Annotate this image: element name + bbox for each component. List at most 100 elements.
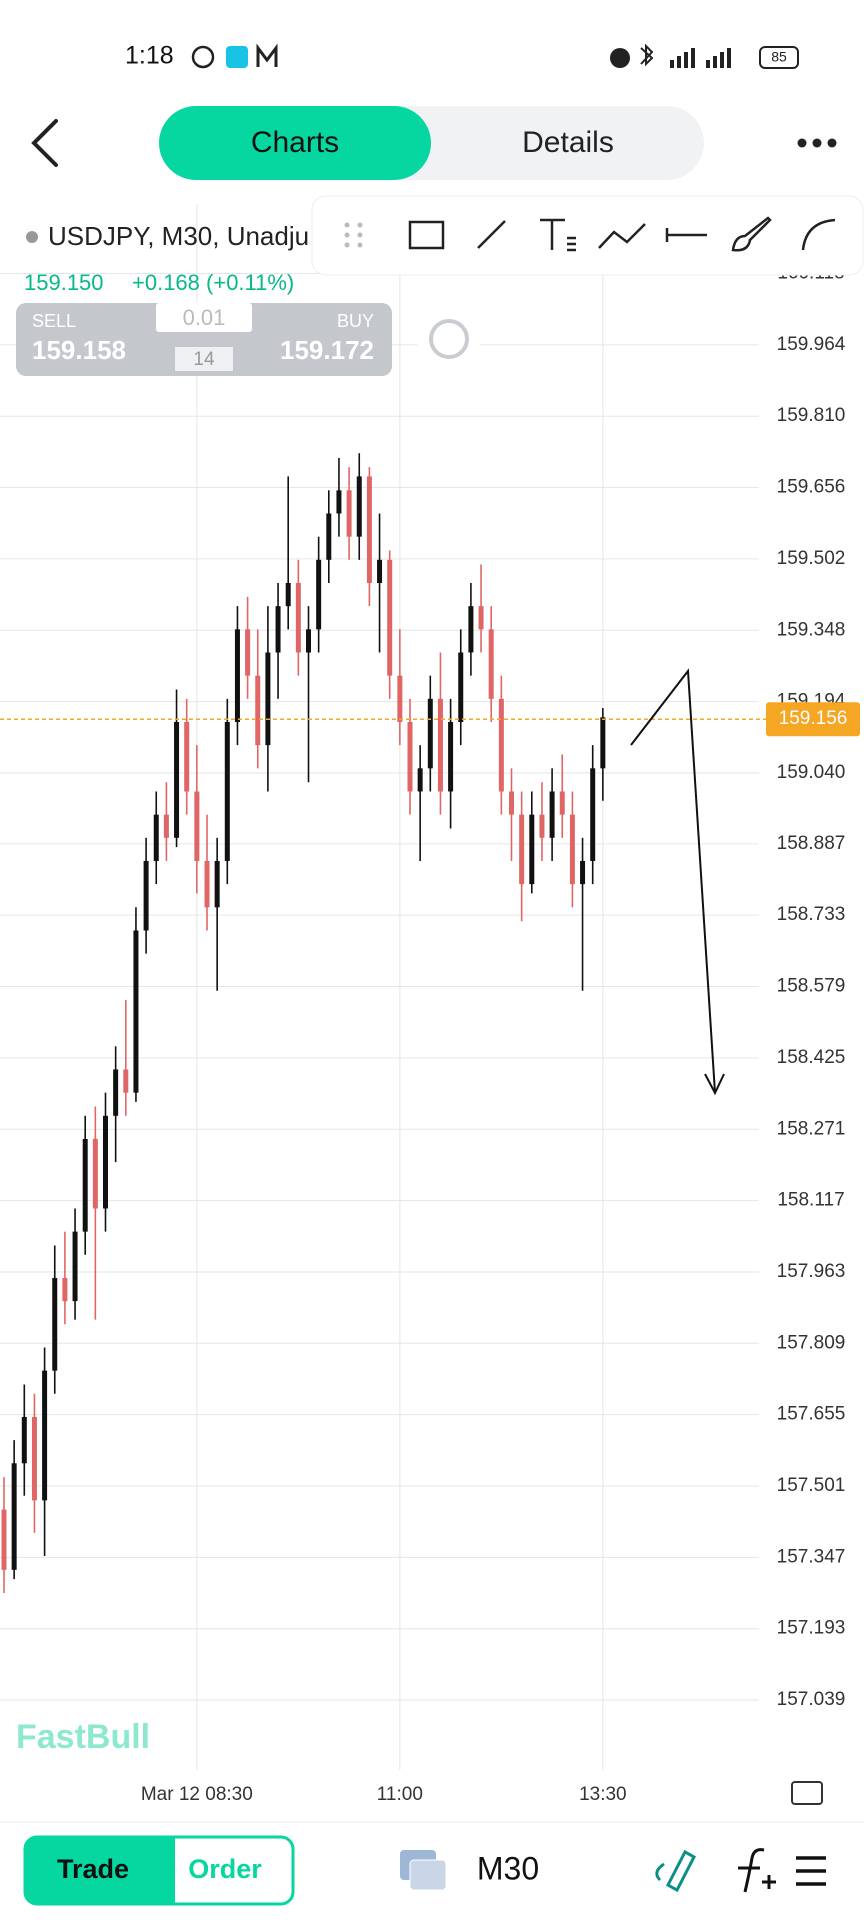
candle-body: [103, 1115, 108, 1209]
candle-body: [123, 1069, 129, 1093]
candle-body: [275, 606, 281, 653]
text-tool[interactable]: [540, 218, 576, 252]
y-tick-label: 159.810: [777, 405, 846, 426]
more-button[interactable]: [797, 138, 837, 148]
y-tick-label: 159.964: [777, 334, 846, 355]
candle-body: [580, 860, 586, 885]
candle-body: [52, 1277, 58, 1371]
candle-body: [448, 721, 454, 792]
tab-active[interactable]: [159, 106, 431, 180]
trade-active[interactable]: [25, 1837, 175, 1904]
candle-body: [417, 768, 423, 792]
arc-tool[interactable]: [801, 218, 836, 251]
rect-tool[interactable]: [408, 220, 445, 250]
candle-body: [346, 490, 352, 537]
candle-body: [163, 814, 169, 838]
y-tick-label: 159.502: [777, 548, 846, 569]
y-tick-label: 158.117: [777, 1190, 844, 1211]
y-tick-label: 157.501: [777, 1475, 846, 1496]
candle-body: [82, 1138, 88, 1232]
last-price: 159.150: [24, 270, 104, 295]
drawing-toolbar: [311, 195, 864, 276]
line-tool[interactable]: [477, 220, 506, 249]
buy-price[interactable]: 159.172: [280, 335, 374, 365]
buy-label[interactable]: BUY: [337, 311, 374, 331]
back-button[interactable]: [31, 119, 58, 167]
x-tick-label: 11:00: [377, 1784, 423, 1805]
candle-body: [539, 814, 545, 838]
menu-button[interactable]: [796, 1856, 826, 1886]
spread-box: [175, 347, 233, 371]
tab-charts[interactable]: Charts: [251, 126, 339, 159]
candle-body: [549, 791, 555, 838]
candle-body: [366, 476, 372, 583]
candle-body: [31, 1416, 37, 1501]
price-change: +0.168 (+0.11%): [132, 270, 294, 295]
order-button[interactable]: Order: [188, 1854, 262, 1884]
chart-type-icon: [409, 1859, 447, 1891]
battery-level: 85: [771, 49, 787, 65]
candle-body: [194, 791, 200, 861]
x-tick-label: Mar 12 08:30: [141, 1784, 253, 1805]
y-tick-label: 158.425: [777, 1047, 846, 1068]
candle-body: [468, 606, 474, 653]
candle-body: [204, 860, 210, 908]
candle-body: [224, 721, 230, 861]
candle-body: [437, 698, 443, 792]
lot-size[interactable]: 0.01: [183, 305, 226, 330]
status-icon: [226, 46, 248, 68]
scroll-tab: [350, 1784, 514, 1817]
y-tick-label: 158.887: [777, 833, 846, 854]
candle-body: [509, 791, 514, 815]
candle-body: [21, 1416, 27, 1464]
candle-body: [458, 652, 464, 722]
brush-tool[interactable]: [731, 216, 772, 252]
candle-body: [600, 717, 606, 769]
y-tick-label: 157.963: [777, 1261, 846, 1282]
trend-tool[interactable]: [598, 223, 646, 249]
candle-body: [427, 698, 433, 769]
timeframe[interactable]: M30: [477, 1850, 539, 1886]
sell-label[interactable]: SELL: [32, 311, 76, 331]
drag-handle[interactable]: [344, 222, 363, 248]
candle-body: [336, 490, 342, 514]
y-tick-label: 157.193: [777, 1618, 846, 1639]
refresh-icon: [429, 319, 469, 359]
y-tick-label: 159.040: [777, 762, 846, 783]
spread: 14: [193, 349, 215, 370]
candle-body: [478, 606, 484, 630]
y-tick-label: 157.347: [777, 1546, 846, 1567]
status-icon: [191, 45, 215, 69]
arrow-head: [704, 1073, 725, 1096]
y-tick-label: 157.655: [777, 1404, 846, 1425]
y-tick-label: 158.271: [777, 1118, 846, 1139]
refresh-button[interactable]: [418, 308, 480, 370]
candle-body: [42, 1370, 48, 1501]
sell-price[interactable]: 159.158: [32, 335, 126, 365]
candle-body: [62, 1277, 68, 1302]
indicator-button[interactable]: [738, 1848, 776, 1893]
candle-body: [133, 930, 139, 1093]
draw-button[interactable]: [655, 1849, 696, 1893]
hline-tool[interactable]: [665, 228, 707, 242]
candle-body: [143, 860, 149, 931]
market-dot: [26, 231, 38, 243]
battery: [759, 46, 799, 69]
lot-input[interactable]: [156, 303, 252, 332]
candle-body: [92, 1138, 98, 1209]
alarm-icon: [610, 48, 630, 68]
y-tick-label: 157.039: [777, 1689, 846, 1710]
tab-details[interactable]: Details: [522, 126, 614, 159]
candle-body: [559, 791, 565, 815]
candle-body: [113, 1069, 119, 1116]
candle-body: [245, 629, 251, 676]
trade-button[interactable]: Trade: [57, 1854, 129, 1884]
candle-body: [519, 814, 525, 885]
price-chart: 160.118159.964159.810159.656159.502159.3…: [0, 204, 860, 1817]
candle-body: [590, 768, 596, 861]
y-tick-label: 159.656: [777, 477, 846, 498]
candle-body: [326, 513, 332, 560]
current-price-box: [766, 702, 860, 737]
screen-toggle[interactable]: [791, 1781, 823, 1805]
